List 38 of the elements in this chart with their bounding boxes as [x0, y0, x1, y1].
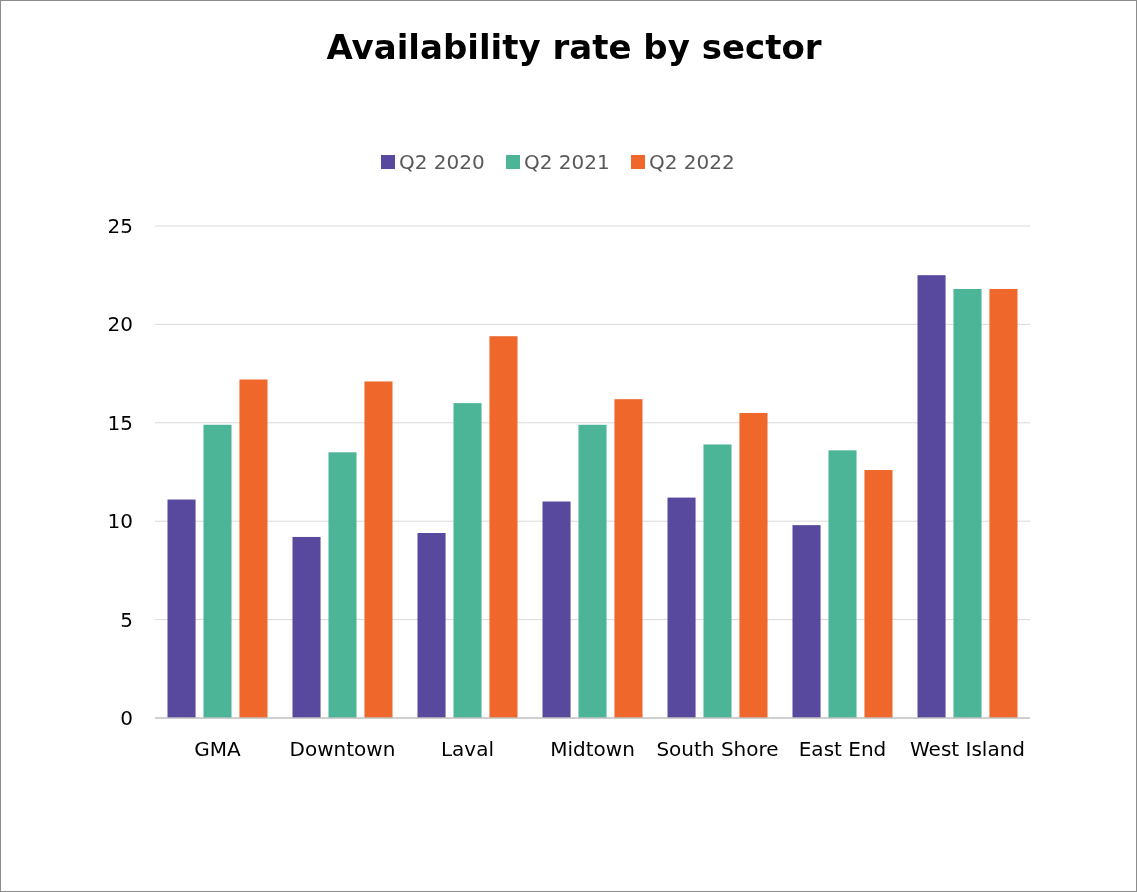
y-tick-label: 15 [107, 410, 133, 435]
x-tick-label: Midtown [550, 737, 635, 761]
bar [989, 288, 1018, 718]
bar [614, 399, 643, 718]
bar [489, 336, 518, 718]
x-tick-label: South Shore [656, 737, 779, 761]
y-tick-label: 5 [120, 607, 133, 632]
bar [739, 412, 768, 718]
bar [828, 450, 857, 718]
bar [542, 501, 571, 718]
chart-title: Availability rate by sector [326, 27, 822, 67]
x-tick-label: Downtown [289, 737, 396, 761]
legend-label: Q2 2021 [524, 150, 610, 174]
bar [667, 497, 696, 718]
bar [917, 275, 946, 718]
legend-label: Q2 2022 [649, 150, 735, 174]
x-tick-label: East End [798, 737, 887, 761]
bar [239, 379, 268, 718]
bar [203, 424, 232, 718]
y-tick-label: 20 [107, 312, 133, 337]
bar [417, 533, 446, 718]
bar [864, 470, 893, 718]
bar [364, 381, 393, 718]
bar [703, 444, 732, 718]
bar [292, 536, 321, 718]
y-tick-label: 25 [107, 214, 133, 238]
x-tick-label: Laval [440, 737, 495, 761]
x-tick-label: West Island [909, 737, 1026, 761]
bar [578, 424, 607, 718]
legend-label: Q2 2020 [399, 150, 485, 174]
x-tick-label: GMA [194, 737, 242, 761]
y-tick-label: 0 [120, 706, 133, 730]
bar [792, 525, 821, 718]
bar [953, 288, 982, 718]
bar [453, 403, 482, 718]
bar [167, 499, 196, 718]
y-tick-label: 10 [107, 509, 133, 534]
bar [328, 452, 357, 718]
